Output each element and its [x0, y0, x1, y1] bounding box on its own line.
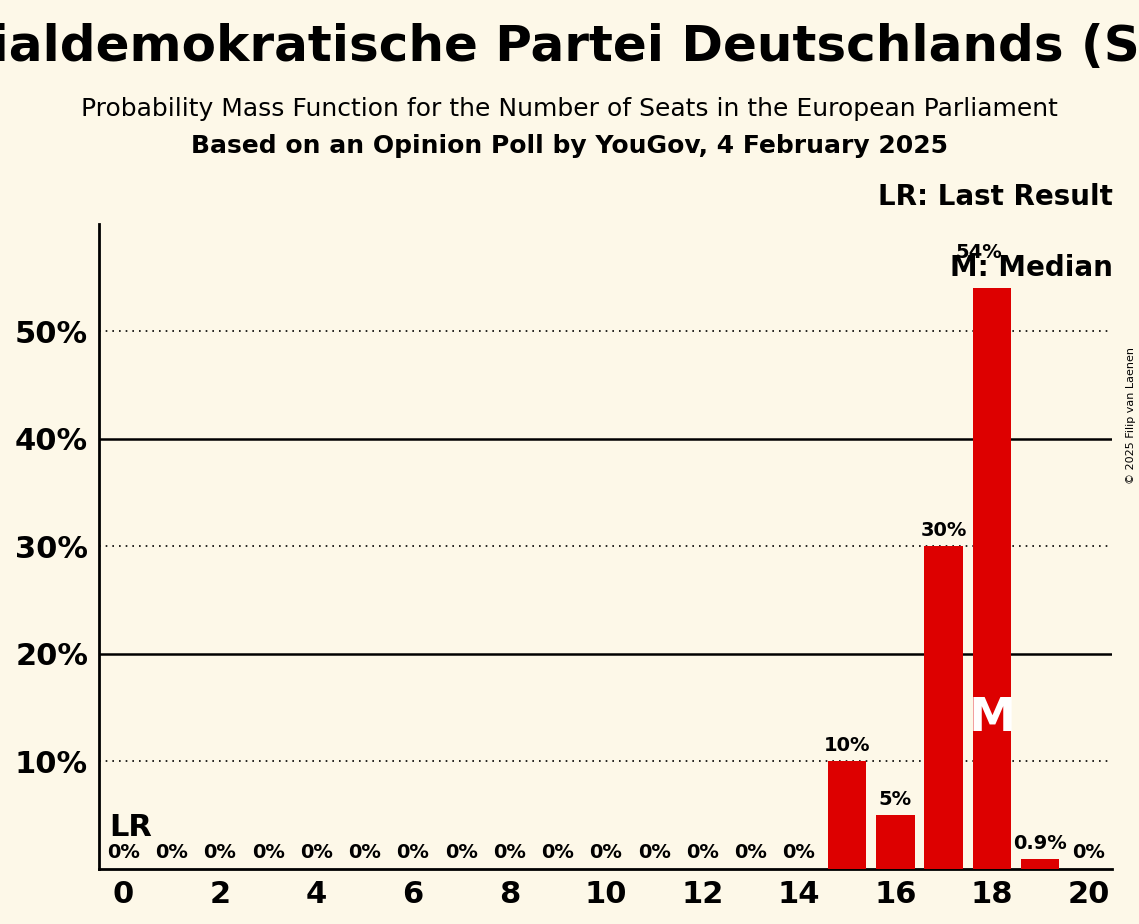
Text: 0%: 0% — [444, 844, 477, 862]
Text: Sozialdemokratische Partei Deutschlands (S&D): Sozialdemokratische Partei Deutschlands … — [0, 23, 1139, 71]
Text: 10%: 10% — [823, 736, 870, 755]
Text: 0%: 0% — [1072, 844, 1105, 862]
Bar — [876, 815, 915, 869]
Text: 0%: 0% — [589, 844, 622, 862]
Text: M: M — [968, 696, 1015, 741]
Text: Probability Mass Function for the Number of Seats in the European Parliament: Probability Mass Function for the Number… — [81, 97, 1058, 121]
Text: LR: Last Result: LR: Last Result — [877, 183, 1113, 211]
Bar — [973, 288, 1011, 869]
Text: 0%: 0% — [204, 844, 236, 862]
Text: © 2025 Filip van Laenen: © 2025 Filip van Laenen — [1125, 347, 1136, 484]
Text: 0%: 0% — [782, 844, 816, 862]
Bar — [828, 761, 867, 869]
Text: 0%: 0% — [686, 844, 719, 862]
Text: LR: LR — [109, 813, 151, 842]
Bar — [1021, 859, 1059, 869]
Text: 0%: 0% — [107, 844, 140, 862]
Text: 0%: 0% — [638, 844, 671, 862]
Text: 0%: 0% — [300, 844, 333, 862]
Text: 0.9%: 0.9% — [1014, 833, 1067, 853]
Text: 5%: 5% — [879, 790, 912, 808]
Text: 0%: 0% — [396, 844, 429, 862]
Text: 0%: 0% — [493, 844, 526, 862]
Text: 0%: 0% — [252, 844, 285, 862]
Text: 30%: 30% — [920, 521, 967, 540]
Text: 0%: 0% — [735, 844, 767, 862]
Text: M: Median: M: Median — [950, 253, 1113, 282]
Text: 54%: 54% — [956, 243, 1002, 262]
Text: Based on an Opinion Poll by YouGov, 4 February 2025: Based on an Opinion Poll by YouGov, 4 Fe… — [191, 134, 948, 158]
Text: 0%: 0% — [155, 844, 188, 862]
Text: 0%: 0% — [349, 844, 382, 862]
Bar — [924, 546, 962, 869]
Text: 0%: 0% — [541, 844, 574, 862]
